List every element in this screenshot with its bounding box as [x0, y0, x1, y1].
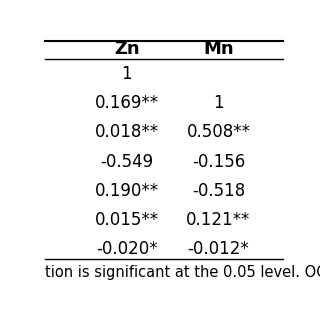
Text: -0.549: -0.549 — [100, 153, 153, 171]
Text: 1: 1 — [213, 94, 224, 112]
Text: 0.508**: 0.508** — [187, 124, 251, 141]
Text: 0.018**: 0.018** — [95, 124, 159, 141]
Text: 0.169**: 0.169** — [95, 94, 159, 112]
Text: -0.012*: -0.012* — [188, 240, 249, 258]
Text: 1: 1 — [122, 65, 132, 83]
Text: Zn: Zn — [114, 41, 140, 59]
Text: -0.020*: -0.020* — [96, 240, 158, 258]
Text: -0.518: -0.518 — [192, 182, 245, 200]
Text: 0.190**: 0.190** — [95, 182, 159, 200]
Text: Mn: Mn — [203, 41, 234, 59]
Text: 0.121**: 0.121** — [186, 211, 251, 229]
Text: 0.015**: 0.015** — [95, 211, 159, 229]
Text: -0.156: -0.156 — [192, 153, 245, 171]
Text: tion is significant at the 0.05 level. OC:: tion is significant at the 0.05 level. O… — [45, 265, 320, 280]
